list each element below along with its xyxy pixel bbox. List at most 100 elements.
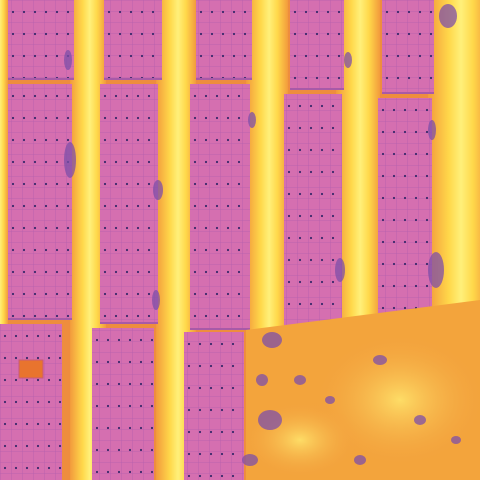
panel-bolt (194, 183, 196, 185)
panel-bolt (430, 77, 432, 79)
panel-bolt (148, 227, 150, 229)
panel-bolt (12, 55, 14, 57)
panel-bolt (332, 215, 334, 217)
panel-bolt (216, 95, 218, 97)
panel-bolt (332, 171, 334, 173)
panel-bolt (107, 405, 109, 407)
panel-bolt (210, 475, 212, 477)
panel-bolt (404, 241, 406, 243)
panel-bolt (34, 271, 36, 273)
panel-bolt (415, 241, 417, 243)
panel-bolt (67, 183, 69, 185)
panel-bolt (194, 315, 196, 317)
panel-bolt (216, 271, 218, 273)
panel-bolt (96, 339, 98, 341)
panel-bolt (419, 11, 421, 13)
panel-bolt (299, 259, 301, 261)
panel-bolt (140, 339, 142, 341)
panel-bolt (288, 193, 290, 195)
panel-surface (184, 332, 244, 480)
panel-bolt (216, 293, 218, 295)
panel-bolt (4, 379, 6, 381)
panel-bolt (23, 139, 25, 141)
warm-ground-area (240, 300, 480, 480)
panel-bolt (137, 161, 139, 163)
panel-bolt (34, 249, 36, 251)
panel-bolt (15, 445, 17, 447)
panel-bolt (288, 259, 290, 261)
panel-bolt (232, 453, 234, 455)
panel-bolt (232, 365, 234, 367)
panel-bolt (338, 33, 340, 35)
panel-bolt (205, 139, 207, 141)
shadow-blotch (256, 374, 268, 386)
panel-bolt (126, 315, 128, 317)
panel-bolt (415, 285, 417, 287)
panel-bolt (137, 271, 139, 273)
panel-bolt (238, 95, 240, 97)
panel-bolt (338, 11, 340, 13)
panel-bolt (45, 95, 47, 97)
panel-bolt (34, 33, 36, 35)
panel-bolt (45, 227, 47, 229)
panel-bolt (137, 205, 139, 207)
panel-bolt (67, 205, 69, 207)
panel-block (284, 94, 342, 332)
panel-bolt (118, 383, 120, 385)
panel-bolt (299, 237, 301, 239)
panel-block (382, 0, 434, 94)
panel-bolt (382, 175, 384, 177)
panel-bolt (310, 193, 312, 195)
panel-bolt (104, 315, 106, 317)
panel-bolt (321, 237, 323, 239)
panel-bolt (233, 11, 235, 13)
panel-bolt (194, 271, 196, 273)
panel-bolt (126, 117, 128, 119)
panel-edge (100, 322, 158, 324)
panel-bolt (12, 271, 14, 273)
panel-bolt (126, 227, 128, 229)
panel-block (104, 0, 162, 80)
panel-bolt (48, 379, 50, 381)
panel-bolt (23, 183, 25, 185)
panel-bolt (37, 379, 39, 381)
panel-bolt (96, 427, 98, 429)
panel-bolt (382, 109, 384, 111)
panel-bolt (104, 161, 106, 163)
panel-bolt (426, 263, 428, 265)
panel-bolt (129, 339, 131, 341)
panel-bolt (188, 409, 190, 411)
panel-bolt (305, 55, 307, 57)
panel-bolt (45, 11, 47, 13)
shadow-blotch (325, 396, 335, 404)
panel-bolt (194, 161, 196, 163)
panel-bolt (140, 405, 142, 407)
shadow-blotch (439, 4, 457, 28)
panel-bolt (227, 117, 229, 119)
panel-bolt (126, 139, 128, 141)
panel-bolt (130, 11, 132, 13)
panel-bolt (205, 249, 207, 251)
panel-bolt (107, 383, 109, 385)
panel-bolt (104, 95, 106, 97)
panel-bolt (45, 249, 47, 251)
panel-bolt (238, 249, 240, 251)
panel-bolt (137, 139, 139, 141)
panel-bolt (200, 33, 202, 35)
panel-bolt (397, 11, 399, 13)
panel-bolt (148, 293, 150, 295)
panel-bolt (227, 271, 229, 273)
panel-bolt (321, 259, 323, 261)
panel-bolt (404, 219, 406, 221)
panel-bolt (299, 303, 301, 305)
panel-bolt (194, 117, 196, 119)
panel-bolt (227, 139, 229, 141)
panel-bolt (426, 153, 428, 155)
panel-bolt (227, 249, 229, 251)
panel-bolt (12, 11, 14, 13)
panel-bolt (238, 117, 240, 119)
panel-bolt (137, 183, 139, 185)
panel-bolt (288, 171, 290, 173)
panel-bolt (140, 361, 142, 363)
panel-bolt (232, 475, 234, 477)
